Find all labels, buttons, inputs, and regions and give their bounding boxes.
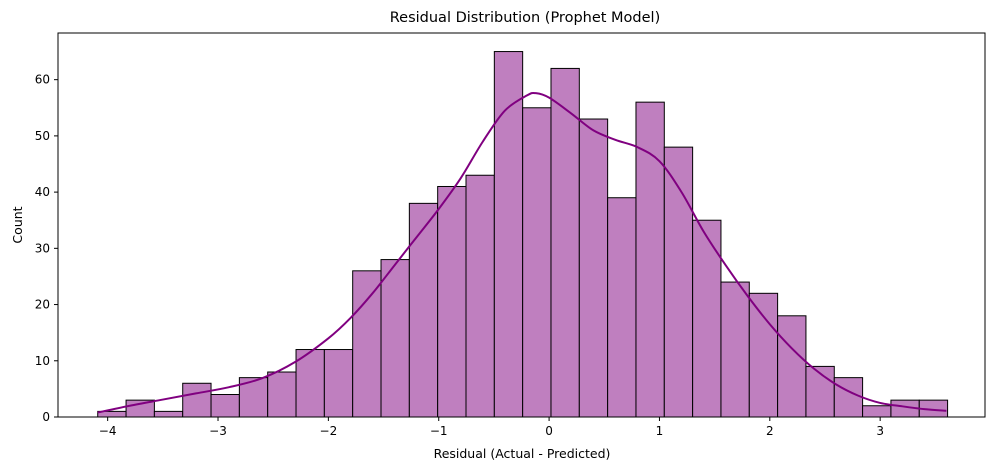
histogram-bar [720, 281, 750, 418]
x-tick-label: −3 [209, 424, 227, 438]
histogram-bar [607, 197, 637, 418]
y-axis-label: Count [10, 206, 25, 243]
histogram-bars [97, 51, 949, 418]
y-tick-label: 10 [35, 354, 50, 368]
plot-frame [57, 32, 986, 418]
histogram-bar [578, 118, 609, 418]
x-axis-label: Residual (Actual - Predicted) [434, 446, 611, 461]
x-tick-label: −2 [320, 424, 338, 438]
kde-curve [97, 91, 947, 414]
histogram-bar [465, 174, 495, 418]
x-axis-ticks: −4 −3 −2 −1 0 1 2 3 [99, 417, 884, 438]
histogram-bar [522, 107, 552, 418]
x-tick-label: −4 [99, 424, 117, 438]
histogram-bar [182, 382, 212, 418]
histogram-bar [833, 377, 864, 418]
histogram-bar [380, 259, 410, 418]
y-tick-label: 0 [42, 410, 50, 424]
x-tick-label: 3 [876, 424, 884, 438]
x-tick-label: −1 [430, 424, 448, 438]
histogram-bar [777, 315, 807, 418]
histogram-bar [210, 394, 240, 418]
y-axis-ticks: 0 10 20 30 40 50 60 [35, 73, 58, 424]
y-tick-label: 20 [35, 298, 50, 312]
chart-title: Residual Distribution (Prophet Model) [390, 10, 661, 26]
histogram-bar [408, 202, 439, 418]
histogram-bar [692, 219, 722, 418]
histogram-bar [862, 405, 892, 418]
x-tick-label: 2 [766, 424, 774, 438]
x-tick-label: 1 [656, 424, 664, 438]
y-tick-label: 50 [35, 129, 50, 143]
histogram-bar [437, 185, 467, 418]
histogram-bar [267, 371, 297, 418]
histogram-bar [153, 410, 184, 418]
y-tick-label: 40 [35, 185, 50, 199]
histogram-bar [748, 292, 779, 418]
histogram-bar [323, 349, 354, 418]
x-tick-label: 0 [545, 424, 553, 438]
y-tick-label: 60 [35, 73, 50, 87]
histogram-bar [550, 67, 580, 418]
histogram-bar [352, 270, 382, 418]
y-tick-label: 30 [35, 241, 50, 255]
